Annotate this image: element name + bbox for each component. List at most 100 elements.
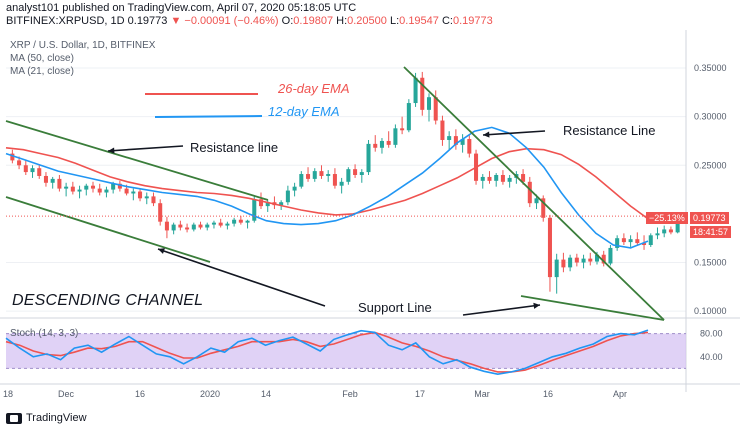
candle-body	[171, 224, 176, 231]
candle-body	[238, 219, 243, 223]
candle-body	[339, 181, 344, 186]
candle-body	[447, 136, 452, 140]
candle-body	[346, 169, 351, 182]
legend-ma21: MA (21, close)	[10, 66, 74, 77]
candle-body	[379, 140, 384, 148]
candle-body	[359, 172, 364, 175]
candle-body	[588, 258, 593, 262]
x-tick-label: 14	[261, 389, 271, 399]
candle-body	[568, 257, 573, 268]
candle-body	[10, 153, 15, 161]
candle-body	[621, 238, 626, 243]
candle-body	[104, 189, 109, 193]
candle-body	[386, 140, 391, 145]
resistance-left-arrow	[107, 145, 184, 152]
close-value: 0.19773	[452, 15, 493, 27]
candle-body	[312, 171, 317, 179]
candle-body	[500, 175, 505, 182]
support-trendline	[520, 295, 665, 321]
candle-body	[561, 259, 566, 268]
candle-body	[185, 227, 190, 230]
candle-body	[265, 202, 270, 207]
change-text: ▼ −0.00091 (−0.46%)	[170, 15, 279, 27]
candle-body	[581, 258, 586, 263]
pct-change-tag: −25.13%	[646, 212, 688, 224]
y-tick-label: 0.35000	[694, 63, 727, 73]
descending-channel-arrow	[157, 248, 326, 307]
candle-body	[648, 235, 653, 246]
last-price: 0.19773	[127, 15, 168, 27]
chart-legend-title: XRP / U.S. Dollar, 1D, BITFINEX	[10, 40, 156, 51]
ema12-line	[5, 126, 649, 249]
candle-body	[487, 176, 492, 181]
candle-body	[77, 189, 82, 192]
candle-body	[218, 222, 223, 226]
candle-body	[413, 77, 418, 104]
symbol-header: BITFINEX:XRPUSD, 1D 0.19773 ▼ −0.00091 (…	[6, 15, 493, 27]
candle-body	[84, 185, 89, 190]
price-chart-svg[interactable]: 0.35000 0.30000 0.25000 0.15000 0.10000 80.00…	[0, 30, 740, 410]
x-tick-label: 16	[135, 389, 145, 399]
candle-body	[70, 186, 75, 192]
candle-body	[554, 259, 559, 278]
candle-body	[23, 165, 28, 173]
candle-body	[57, 178, 62, 189]
candle-body	[50, 178, 55, 183]
candle-body	[43, 175, 48, 183]
candle-body	[97, 188, 102, 193]
candle-body	[225, 223, 230, 226]
candle-body	[164, 221, 169, 231]
legend-ma50: MA (50, close)	[10, 53, 74, 64]
publish-header: analyst101 published on TradingView.com,…	[6, 2, 356, 14]
brand-label: TradingView	[26, 412, 87, 424]
stoch-k-line	[5, 329, 649, 376]
candle-body	[635, 239, 640, 244]
candle-body	[594, 254, 600, 262]
bar-countdown-tag: 18:41:57	[690, 226, 732, 238]
candle-body	[527, 181, 532, 204]
y-tick-label: 0.10000	[694, 306, 727, 316]
candle-body	[144, 196, 149, 199]
candle-body	[37, 168, 42, 176]
candle-body	[547, 217, 552, 278]
candle-body	[440, 120, 445, 140]
candle-body	[420, 77, 425, 110]
candle-body	[17, 160, 22, 166]
stoch-band	[6, 333, 686, 369]
open-label: O:	[281, 15, 294, 27]
candle-body	[205, 224, 210, 228]
candle-body	[306, 174, 311, 179]
candle-body	[285, 190, 290, 203]
x-tick-label: 18	[3, 389, 13, 399]
chart-area[interactable]: 0.35000 0.30000 0.25000 0.15000 0.10000 80.00…	[0, 30, 740, 410]
candle-body	[628, 239, 633, 243]
candle-body	[178, 224, 183, 228]
x-tick-label: Mar	[474, 389, 490, 399]
candle-body	[252, 199, 257, 221]
lower-channel-line	[5, 196, 211, 263]
published-text: published on TradingView.com, April 07, …	[62, 2, 357, 14]
high-value: 0.20500	[347, 15, 387, 27]
x-tick-label: Apr	[613, 389, 627, 399]
y-tick-label: 0.25000	[694, 160, 727, 170]
candle-body	[426, 97, 432, 110]
candle-body	[453, 136, 458, 145]
ema26-label: 26-day EMA	[278, 81, 350, 96]
candle-body	[211, 222, 216, 225]
footer-brand[interactable]: TradingView	[6, 412, 87, 424]
candle-body	[675, 215, 680, 233]
candle-body	[191, 224, 196, 230]
descending-channel-arrow-head	[158, 248, 165, 254]
candle-body	[601, 254, 606, 264]
resistance-right-arrow	[482, 130, 546, 136]
candle-body	[541, 198, 546, 218]
upper-channel-line	[5, 120, 269, 201]
candle-body	[366, 143, 371, 173]
symbol-label: BITFINEX:XRPUSD, 1D	[6, 15, 125, 27]
candle-body	[400, 128, 405, 131]
author-name[interactable]: analyst101	[6, 2, 60, 14]
low-label: L:	[389, 15, 400, 27]
open-value: 0.19807	[293, 15, 334, 27]
candle-body	[131, 191, 136, 194]
candle-body	[117, 183, 122, 189]
